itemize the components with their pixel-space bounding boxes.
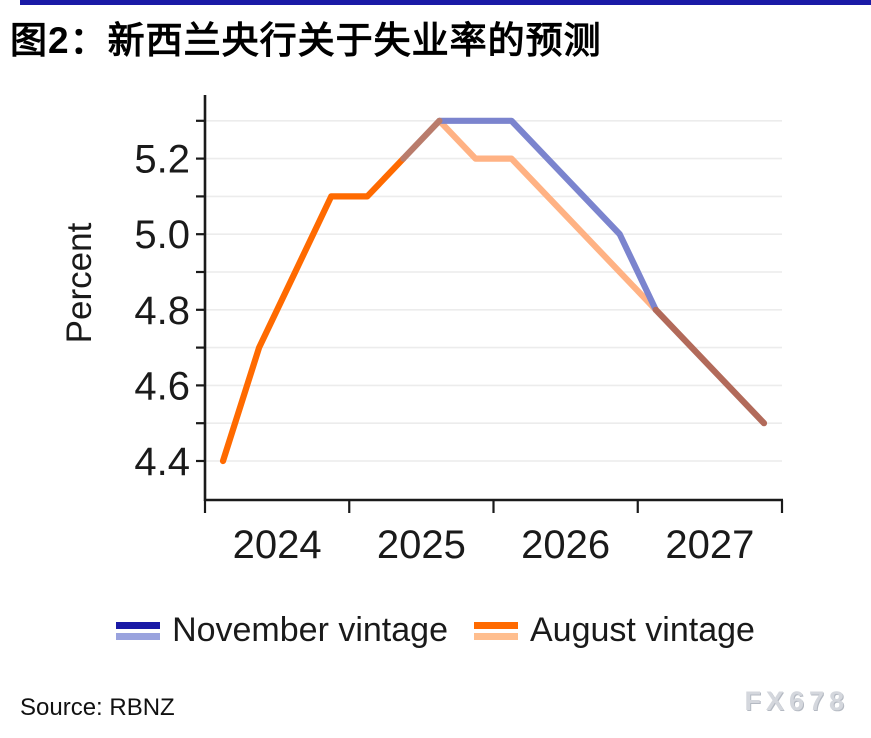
november-history-color-bar bbox=[116, 621, 161, 629]
x-tick-label: 2024 bbox=[233, 523, 322, 567]
y-tick-label: 4.4 bbox=[134, 440, 190, 484]
source-note: Source: RBNZ bbox=[20, 694, 175, 721]
top-accent-bar bbox=[20, 0, 871, 5]
legend-label-november: November vintage bbox=[172, 611, 448, 649]
y-tick-label: 4.6 bbox=[134, 364, 190, 408]
november-forecast-color-bar bbox=[116, 632, 161, 640]
legend-item-november: November vintage bbox=[116, 611, 448, 650]
legend-item-august: August vintage bbox=[473, 611, 755, 650]
page-title: 图2：新西兰央行关于失业率的预测 bbox=[10, 20, 602, 61]
watermark: FX678 bbox=[744, 686, 849, 716]
august-line-swatch bbox=[473, 621, 518, 640]
august-history-color-bar bbox=[473, 621, 518, 629]
series-line-august-forecast bbox=[436, 117, 659, 313]
legend-label-august: August vintage bbox=[529, 611, 755, 649]
y-tick-label: 4.8 bbox=[134, 289, 190, 333]
x-tick-label: 2025 bbox=[377, 523, 466, 567]
series-line-overlap-fall bbox=[652, 306, 768, 427]
november-line-swatch bbox=[116, 621, 161, 640]
series-line-august-history bbox=[219, 155, 407, 465]
x-tick-label: 2027 bbox=[665, 523, 754, 567]
x-tick-label: 2026 bbox=[521, 523, 610, 567]
chart-legend: November vintage August vintage bbox=[0, 611, 871, 650]
y-tick-label: 5.0 bbox=[134, 213, 190, 257]
series-line-november-forecast bbox=[436, 117, 659, 313]
y-axis-title: Percent bbox=[60, 222, 99, 344]
series-line-overlap-rise bbox=[400, 117, 443, 162]
august-forecast-color-bar bbox=[473, 632, 518, 640]
y-tick-label: 5.2 bbox=[134, 138, 190, 182]
